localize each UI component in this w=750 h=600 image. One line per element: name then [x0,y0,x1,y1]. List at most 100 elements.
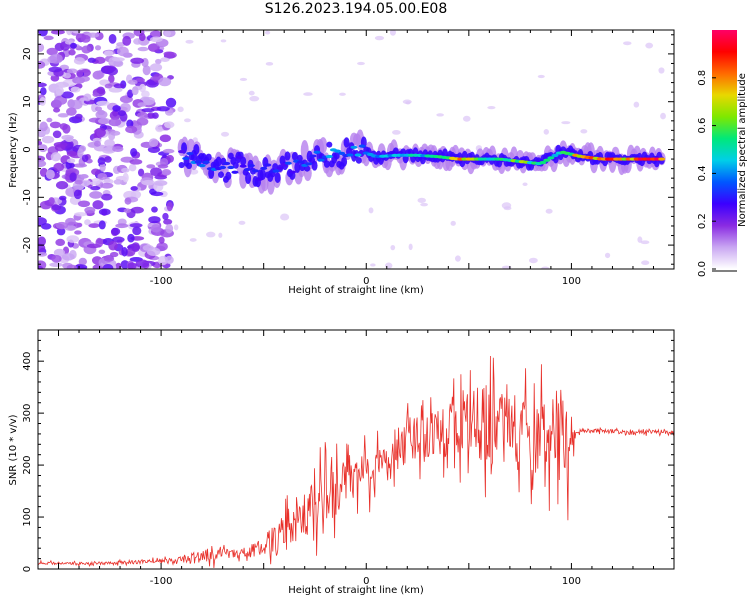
x-tick-label: -100 [150,576,173,587]
noise-blob [128,163,137,172]
noise-blob [112,146,124,153]
noise-blob [111,57,125,62]
noise-blob [65,30,73,36]
faint-blob [173,224,179,231]
ridge-mid [304,165,311,172]
noise-blob [121,247,128,257]
ridge-core [227,165,235,170]
faint-blob [660,112,666,120]
noise-blob [68,49,76,56]
noise-blob [79,75,90,82]
y-tick-label: 0 [22,146,33,152]
ridge-core [256,177,264,181]
faint-blob [184,118,191,123]
noise-blob [147,146,161,154]
noise-blob [53,162,65,172]
faint-blob [303,92,313,96]
ridge-core [264,163,272,167]
noise-blob [152,112,159,119]
noise-blob [92,92,100,97]
noise-blob [55,81,69,88]
faint-blob [177,106,184,113]
faint-blob [339,92,346,96]
colorbar-tick-label: 0.0 [697,261,708,277]
noise-blob [130,148,138,157]
noise-blob [97,157,106,165]
noise-blob [70,86,81,93]
faint-blob [580,129,588,134]
noise-blob [135,77,146,83]
noise-blob [165,223,174,234]
noise-blob [149,63,163,72]
noise-blob [38,43,45,53]
y-tick-label: 0 [22,566,33,572]
noise-blob [40,87,47,96]
noise-blob [92,200,104,210]
noise-blob [98,208,111,216]
noise-blob [48,66,62,73]
noise-blob [146,164,156,169]
noise-blob [94,127,106,138]
noise-blob [97,172,108,181]
faint-blob [357,61,365,66]
faint-blob [528,257,538,264]
faint-blob [417,197,426,203]
ridge-core [358,144,366,148]
noise-blob [88,223,100,228]
ridge-core [297,160,305,164]
ridge-core [272,169,280,173]
ridge-core [247,164,255,168]
ridge-mid [193,144,200,155]
noise-blob [120,102,131,113]
noise-blob [98,249,106,254]
faint-blob [370,263,376,267]
ridge-mid [284,151,291,161]
x-tick-label: 0 [363,276,369,287]
ridge-core [178,150,186,154]
ridge-core [186,151,194,156]
y-tick-label: 400 [22,352,33,371]
colorbar: 0.0 0.2 0.4 0.6 0.8 Normalized spectral ampl… [697,30,748,277]
ridge-mid [294,161,301,174]
noise-blob [165,255,174,265]
faint-blob [185,39,194,44]
noise-blob [54,95,68,106]
noise-blob [127,262,137,269]
ridge-mid [225,171,232,181]
noise-blob [83,93,92,102]
noise-blob [157,255,168,266]
ridge-core [231,170,239,174]
faint-blob [206,231,216,238]
ridge-core [276,166,284,170]
noise-blob [38,265,44,269]
noise-blob [137,102,147,107]
noise-blob [164,51,177,59]
spectrogram-y-axis-label: Frequency (Hz) [8,112,19,188]
noise-blob [141,108,155,113]
noise-blob [80,34,91,43]
noise-blob [129,159,143,165]
noise-blob [51,255,62,263]
noise-blob [130,186,138,191]
noise-blob [150,167,162,177]
noise-blob [62,124,71,134]
faint-blob [405,101,411,105]
noise-blob [108,33,117,44]
noise-blob [108,118,122,127]
ridge-mid [326,141,333,148]
noise-blob [136,117,149,126]
noise-blob [156,106,170,112]
noise-blob [113,179,123,185]
colorbar-label: Normalized spectral amplitude [737,73,748,227]
noise-blob [111,227,121,236]
snr-frame [37,329,675,570]
noise-blob [52,130,62,139]
colorbar-tick-label: 0.8 [697,70,708,86]
ridge-mid [355,157,362,164]
x-tick-label: 100 [562,276,581,287]
ridge-core [305,162,313,166]
y-tick-label: 10 [22,95,33,108]
noise-blob [163,121,175,129]
noise-blob [89,191,103,199]
faint-blob [239,77,248,81]
